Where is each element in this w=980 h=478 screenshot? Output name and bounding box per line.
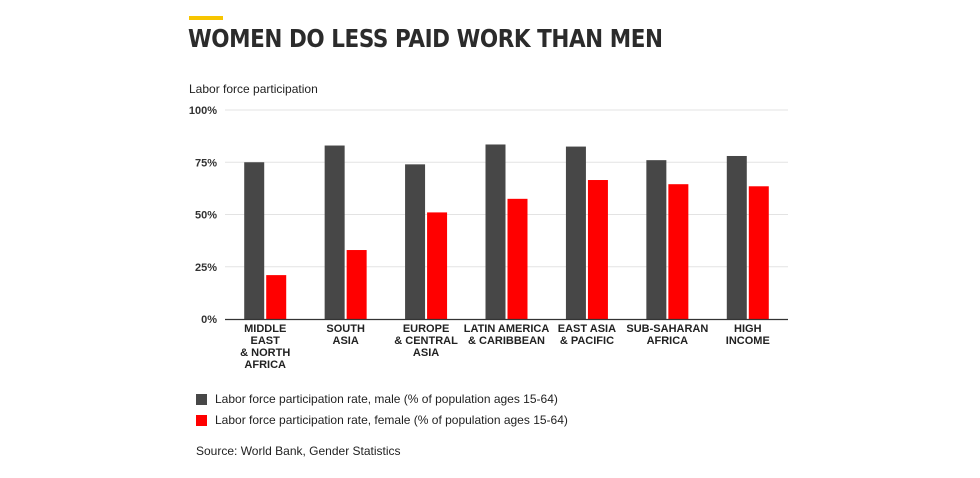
legend-label-male: Labor force participation rate, male (% … <box>215 392 558 406</box>
legend: Labor force participation rate, male (% … <box>196 389 568 431</box>
bar-male <box>646 160 667 319</box>
x-category-label: EAST ASIA & PACIFIC <box>558 323 616 347</box>
y-axis-ticks: 0% 25% 50% 75% 100% <box>189 105 217 326</box>
bar-female <box>748 186 769 319</box>
y-tick-label: 100% <box>189 105 217 117</box>
legend-item-female: Labor force participation rate, female (… <box>196 410 568 430</box>
bar-male <box>244 162 265 319</box>
legend-label-female: Labor force participation rate, female (… <box>215 413 568 427</box>
bar-female <box>507 198 528 319</box>
bar-male <box>405 164 426 319</box>
legend-swatch-female <box>196 414 207 426</box>
y-tick-label: 50% <box>195 210 217 222</box>
bar-male <box>485 144 506 319</box>
title-accent-bar <box>189 16 223 20</box>
x-category-label: EUROPE & CENTRAL ASIA <box>394 323 458 359</box>
bar-male <box>565 146 586 319</box>
legend-item-male: Labor force participation rate, male (% … <box>196 389 568 409</box>
bars <box>244 144 769 319</box>
bar-male <box>726 155 747 319</box>
y-tick-label: 25% <box>195 262 217 274</box>
bar-female <box>668 184 689 319</box>
bar-female <box>346 250 367 319</box>
x-category-label: LATIN AMERICA & CARIBBEAN <box>464 323 550 347</box>
gridlines <box>225 109 788 268</box>
x-category-label: MIDDLE EAST & NORTH AFRICA <box>240 323 290 371</box>
legend-swatch-male <box>196 393 207 405</box>
bar-female <box>587 180 608 319</box>
bar-female <box>266 275 287 319</box>
bar-male <box>324 145 345 319</box>
x-category-label: SOUTH ASIA <box>326 323 365 347</box>
y-tick-label: 0% <box>201 314 217 326</box>
source-note: Source: World Bank, Gender Statistics <box>196 444 401 458</box>
chart-subtitle: Labor force participation <box>189 82 318 96</box>
bar-female <box>427 212 448 319</box>
x-category-label: HIGH INCOME <box>726 323 770 347</box>
y-tick-label: 75% <box>195 157 217 169</box>
chart-title: WOMEN DO LESS PAID WORK THAN MEN <box>188 24 663 53</box>
x-category-label: SUB-SAHARAN AFRICA <box>626 323 708 347</box>
x-axis-categories: MIDDLE EAST & NORTH AFRICA SOUTH ASIA EUROPE & … <box>240 323 770 371</box>
